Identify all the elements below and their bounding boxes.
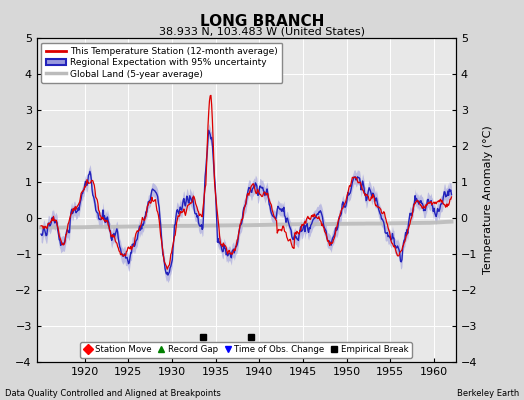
Text: Berkeley Earth: Berkeley Earth bbox=[456, 389, 519, 398]
Y-axis label: Temperature Anomaly (°C): Temperature Anomaly (°C) bbox=[483, 126, 493, 274]
Text: Data Quality Controlled and Aligned at Breakpoints: Data Quality Controlled and Aligned at B… bbox=[5, 389, 221, 398]
Text: LONG BRANCH: LONG BRANCH bbox=[200, 14, 324, 29]
Legend: Station Move, Record Gap, Time of Obs. Change, Empirical Break: Station Move, Record Gap, Time of Obs. C… bbox=[80, 342, 412, 358]
Text: 38.933 N, 103.483 W (United States): 38.933 N, 103.483 W (United States) bbox=[159, 26, 365, 36]
